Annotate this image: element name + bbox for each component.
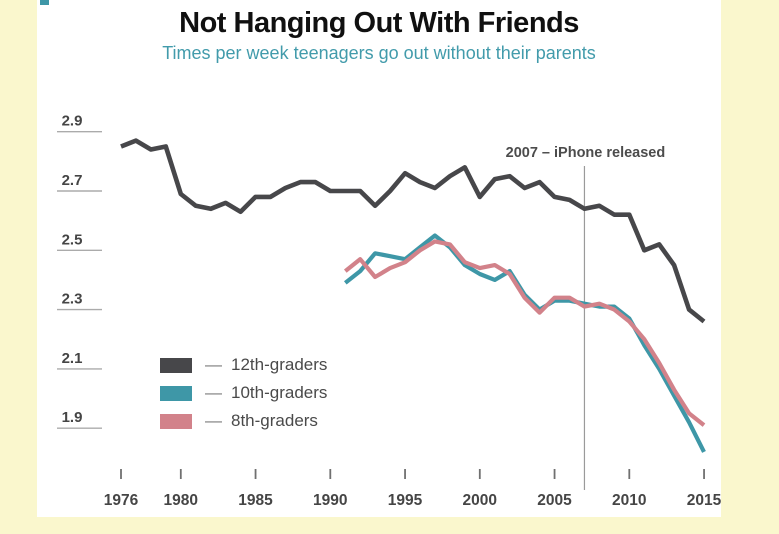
legend-label: 12th-graders	[231, 355, 328, 374]
legend-dash: —	[205, 355, 222, 374]
y-tick-label: 1.9	[62, 409, 83, 426]
legend-item-8th-graders: — 8th-graders	[160, 407, 327, 435]
legend-item-10th-graders: — 10th-graders	[160, 379, 327, 407]
chart-header: Not Hanging Out With Friends Times per w…	[37, 0, 721, 64]
y-tick-label: 2.5	[62, 231, 83, 248]
x-tick-label: 1976	[104, 492, 139, 509]
chart-card	[37, 0, 721, 517]
legend-swatch	[160, 385, 192, 401]
legend: — 12th-graders — 10th-graders — 8th-graders	[160, 351, 327, 435]
y-tick-label: 2.1	[62, 350, 83, 367]
legend-swatch	[160, 413, 192, 429]
legend-dash: —	[205, 383, 222, 402]
legend-item-12th-graders: — 12th-graders	[160, 351, 327, 379]
x-tick-label: 2000	[463, 492, 497, 509]
x-tick-label: 2015	[687, 492, 722, 509]
x-tick-label: 2010	[612, 492, 646, 509]
y-tick-label: 2.9	[62, 113, 83, 130]
x-tick-label: 1995	[388, 492, 423, 509]
legend-dash: —	[205, 411, 222, 430]
annotation-label: 2007 – iPhone released	[506, 145, 666, 161]
legend-label: 8th-graders	[231, 411, 318, 430]
x-tick-label: 2005	[537, 492, 572, 509]
x-tick-label: 1980	[164, 492, 198, 509]
line-10th-graders	[343, 233, 706, 453]
page-subtitle: Times per week teenagers go out without …	[162, 43, 596, 63]
y-tick-label: 2.3	[62, 291, 83, 308]
line-8th-graders	[343, 239, 706, 427]
legend-label: 10th-graders	[231, 383, 328, 402]
legend-swatch	[160, 357, 192, 373]
line-12th-graders	[120, 138, 706, 324]
x-tick-label: 1985	[238, 492, 273, 509]
cropped-text-artifact	[40, 0, 49, 5]
y-tick-label: 2.7	[62, 172, 83, 189]
x-tick-label: 1990	[313, 492, 347, 509]
page-title: Not Hanging Out With Friends	[179, 7, 579, 39]
